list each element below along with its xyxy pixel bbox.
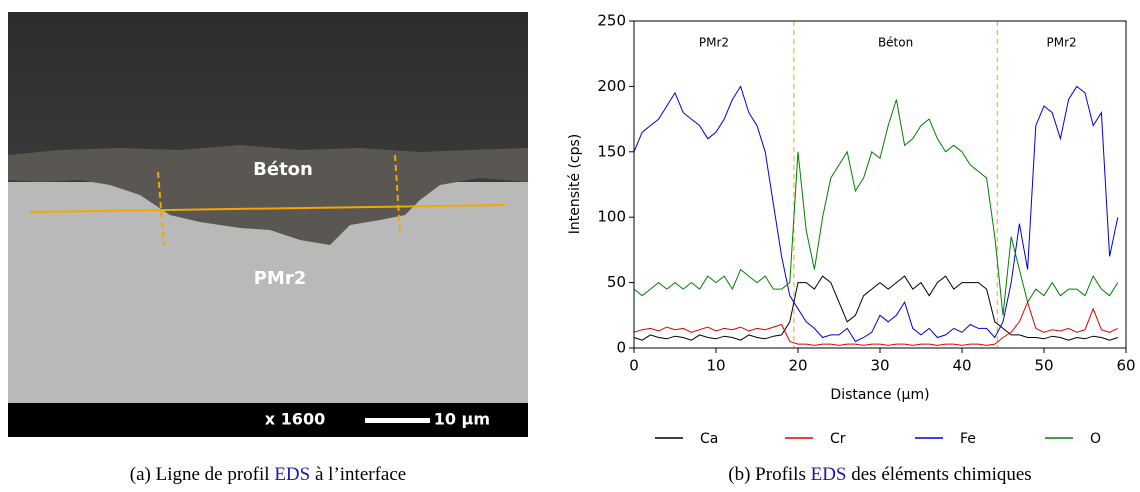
caption-text: (b) Profils xyxy=(728,464,810,485)
caption-link[interactable]: EDS xyxy=(274,464,310,485)
y-axis-label: Intensité (cps) xyxy=(567,134,583,235)
region-label: PMr2 xyxy=(254,268,307,289)
x-tick-label: 30 xyxy=(870,357,889,375)
y-tick-label: 150 xyxy=(597,142,626,160)
series-line xyxy=(633,300,1119,346)
caption-text: des éléments chimiques xyxy=(847,464,1032,485)
series-line xyxy=(633,275,1118,341)
series-line xyxy=(633,85,1119,343)
x-tick-label: 50 xyxy=(1034,357,1053,375)
sem-image xyxy=(8,12,528,437)
y-tick-label: 100 xyxy=(597,208,626,226)
x-tick-label: 0 xyxy=(629,357,639,375)
y-tick-label: 50 xyxy=(607,273,626,291)
region-label: PMr2 xyxy=(699,36,729,50)
magnification: x 1600 xyxy=(265,410,325,429)
region-label: Béton xyxy=(878,36,913,50)
region-label: Béton xyxy=(253,159,313,180)
legend-label: O xyxy=(1090,431,1101,447)
legend-label: Fe xyxy=(960,431,976,447)
y-tick-label: 200 xyxy=(597,77,626,95)
x-axis-label: Distance (μm) xyxy=(830,387,929,403)
x-tick-label: 10 xyxy=(706,357,725,375)
x-tick-label: 60 xyxy=(1116,357,1135,375)
caption-link[interactable]: EDS xyxy=(811,464,847,485)
plot-frame xyxy=(633,20,1127,349)
caption: (b) Profils EDS des éléments chimiques xyxy=(728,464,1031,485)
x-tick-label: 40 xyxy=(952,357,971,375)
x-tick-label: 20 xyxy=(788,357,807,375)
caption: (a) Ligne de profil EDS à l’interface xyxy=(130,464,406,485)
y-tick-label: 0 xyxy=(616,339,626,357)
series-line xyxy=(633,99,1119,316)
scale-bar-label: 10 µm xyxy=(434,410,490,429)
caption-text: à l’interface xyxy=(310,464,406,485)
legend-label: Ca xyxy=(700,431,718,447)
legend-label: Cr xyxy=(830,431,846,447)
caption-text: (a) Ligne de profil xyxy=(130,464,275,485)
region-label: PMr2 xyxy=(1047,36,1077,50)
y-tick-label: 250 xyxy=(597,12,626,30)
